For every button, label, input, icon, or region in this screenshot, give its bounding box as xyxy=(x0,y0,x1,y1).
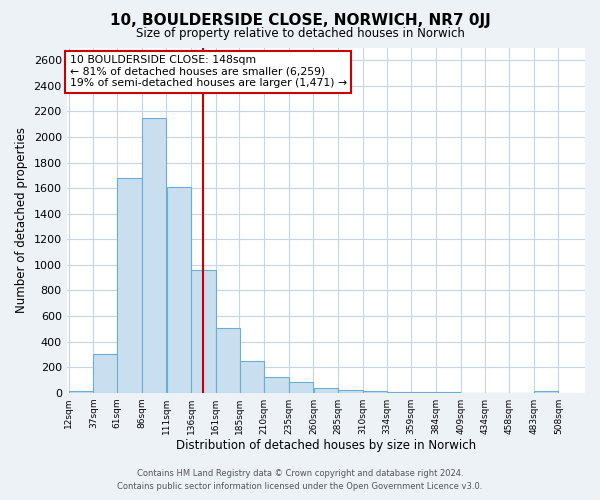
Y-axis label: Number of detached properties: Number of detached properties xyxy=(15,127,28,313)
Text: Contains HM Land Registry data © Crown copyright and database right 2024.
Contai: Contains HM Land Registry data © Crown c… xyxy=(118,469,482,491)
Bar xyxy=(289,382,313,392)
Bar xyxy=(167,187,191,392)
Text: 10, BOULDERSIDE CLOSE, NORWICH, NR7 0JJ: 10, BOULDERSIDE CLOSE, NORWICH, NR7 0JJ xyxy=(110,12,490,28)
Bar xyxy=(239,362,264,392)
Bar xyxy=(216,328,240,392)
X-axis label: Distribution of detached houses by size in Norwich: Distribution of detached houses by size … xyxy=(176,440,476,452)
Bar xyxy=(191,270,215,392)
Bar xyxy=(314,388,338,392)
Bar xyxy=(264,376,289,392)
Text: Size of property relative to detached houses in Norwich: Size of property relative to detached ho… xyxy=(136,28,464,40)
Bar xyxy=(534,391,558,392)
Bar xyxy=(69,391,93,392)
Bar xyxy=(142,118,166,392)
Bar xyxy=(94,354,118,393)
Bar xyxy=(117,178,142,392)
Text: 10 BOULDERSIDE CLOSE: 148sqm
← 81% of detached houses are smaller (6,259)
19% of: 10 BOULDERSIDE CLOSE: 148sqm ← 81% of de… xyxy=(70,55,347,88)
Bar xyxy=(338,390,363,392)
